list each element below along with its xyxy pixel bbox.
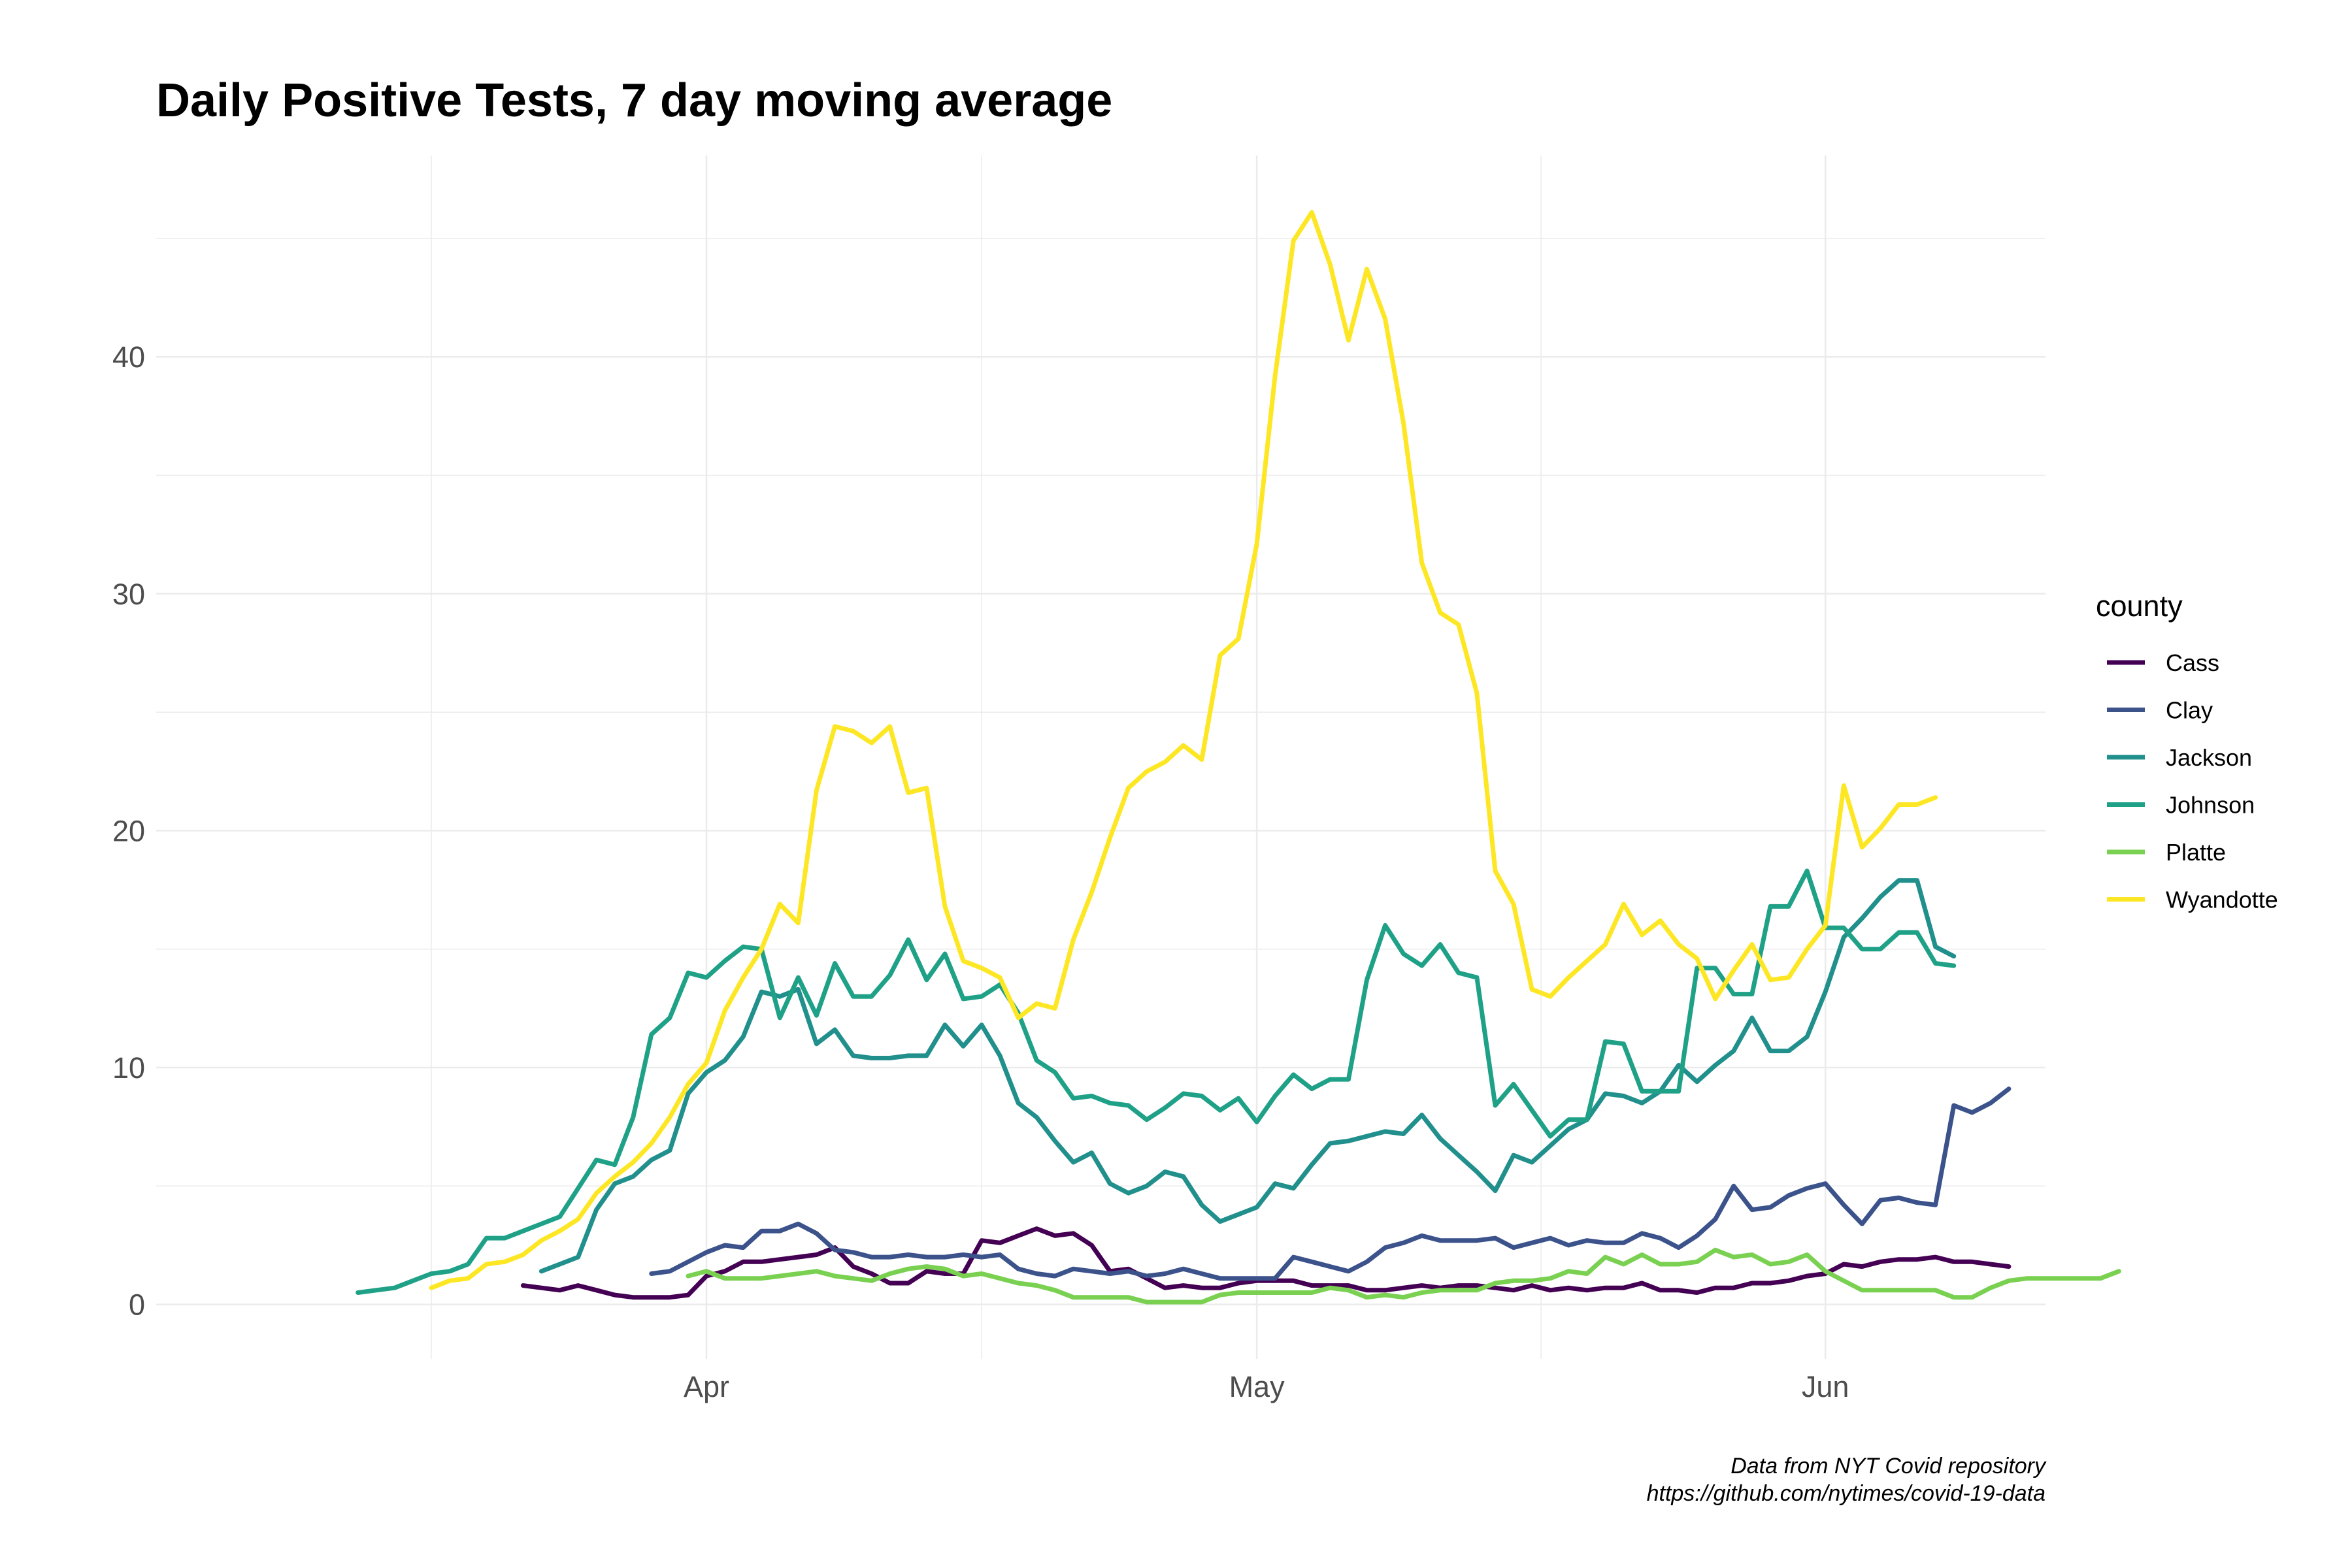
caption-source: Data from NYT Covid repository	[1731, 1454, 2047, 1478]
legend: county Cass Clay Jackson Johnson Platte Wyand…	[2096, 589, 2278, 913]
y-tick-label: 10	[112, 1051, 145, 1085]
legend-label-platte: Platte	[2166, 839, 2226, 866]
y-tick-label: 0	[129, 1288, 145, 1322]
caption: Data from NYT Covid repository https://g…	[1647, 1454, 2047, 1506]
y-tick-label: 30	[112, 578, 145, 611]
series-line-jackson	[538, 878, 1957, 1274]
series-line-johnson	[356, 868, 1957, 1295]
x-tick-label: Apr	[684, 1370, 729, 1403]
legend-label-clay: Clay	[2166, 697, 2213, 724]
series-line-platte	[686, 1247, 2121, 1305]
chart-title: Daily Positive Tests, 7 day moving avera…	[156, 74, 1112, 127]
x-tick-label: May	[1229, 1370, 1285, 1403]
y-tick-label: 20	[112, 814, 145, 847]
legend-label-jackson: Jackson	[2166, 744, 2252, 771]
legend-title: county	[2096, 589, 2183, 623]
caption-url: https://github.com/nytimes/covid-19-data	[1647, 1481, 2046, 1506]
x-tick-label: Jun	[1802, 1370, 1849, 1403]
series-line-clay	[649, 1086, 2012, 1281]
y-tick-label: 40	[112, 340, 145, 374]
x-axis-tick-labels: Apr May Jun	[684, 1370, 1849, 1403]
legend-label-johnson: Johnson	[2166, 792, 2255, 819]
legend-label-cass: Cass	[2166, 649, 2219, 676]
y-axis-tick-labels: 0 10 20 30 40	[112, 340, 145, 1321]
gridlines	[156, 155, 2046, 1359]
series-lines	[356, 210, 2121, 1305]
legend-label-wyandotte: Wyandotte	[2166, 887, 2278, 913]
series-line-wyandotte	[429, 210, 1938, 1290]
series-line-cass	[520, 1226, 2012, 1300]
